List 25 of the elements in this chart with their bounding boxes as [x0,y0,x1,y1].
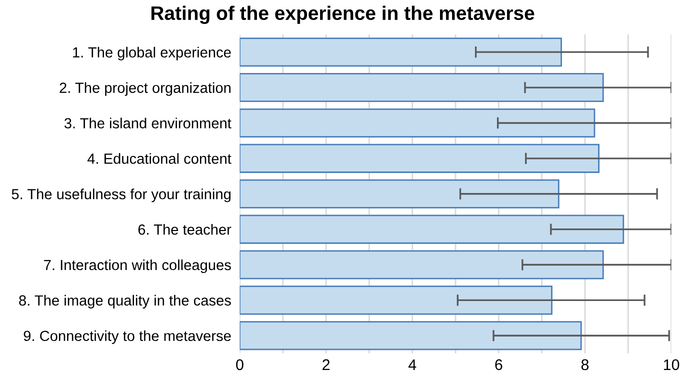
chart-title: Rating of the experience in the metaverse [151,6,534,24]
x-tick-label: 0 [236,359,244,370]
y-tick-label: 5. The usefulness for your training [12,188,230,202]
y-tick-label: 8. The image quality in the cases [19,294,231,308]
bar [240,108,596,138]
y-tick-label: 3. The island environment [64,118,232,128]
bar [240,250,604,280]
y-tick-label: 4. Educational content [87,153,232,164]
x-tick-label: 10 [664,359,680,370]
x-tick-label: 6 [495,359,502,370]
y-tick-label: 6. The teacher [138,224,232,235]
bar [240,321,582,350]
bar [240,214,624,244]
bar [240,144,600,173]
x-tick-label: 2 [322,359,330,370]
x-tick-label: 8 [581,359,589,370]
bar [240,73,604,102]
bar [240,38,562,67]
y-tick-label: 9. Connectivity to the metaverse [24,330,231,344]
y-tick-label: 7. Interaction with colleagues [44,259,231,274]
bar [240,286,552,315]
x-tick-label: 4 [408,359,416,370]
y-tick-label: 1. The global experience [73,46,231,60]
y-tick-label: 2. The project organization [60,82,230,96]
bar [240,179,560,208]
